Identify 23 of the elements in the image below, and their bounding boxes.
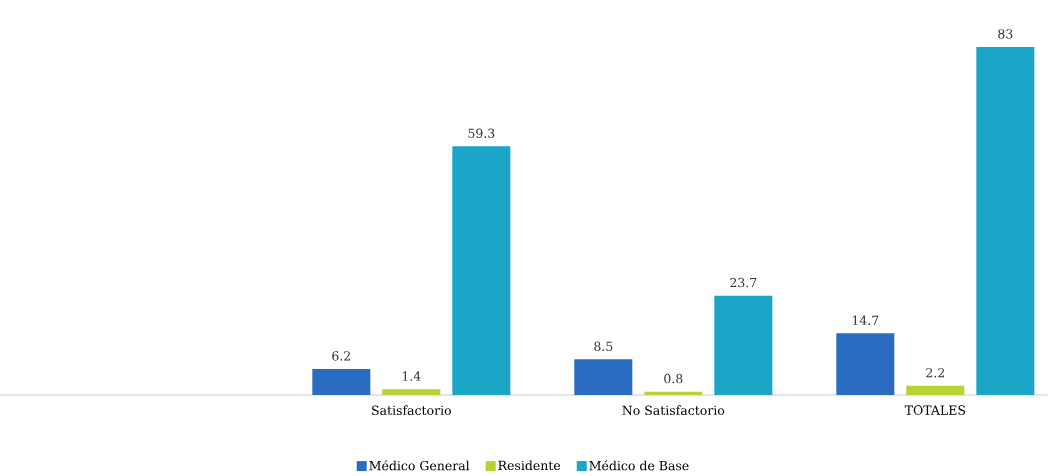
data-label: 23.7	[730, 277, 757, 288]
data-label: 6.2	[332, 351, 351, 361]
bar	[574, 359, 633, 395]
bar	[452, 146, 511, 395]
legend-label: Médico de Base	[589, 460, 689, 471]
data-label: 2.2	[926, 367, 945, 378]
bar	[976, 46, 1035, 395]
data-label: 1.4	[402, 371, 421, 381]
bar	[906, 385, 965, 395]
bar	[312, 369, 371, 395]
bar	[836, 333, 895, 395]
data-label: 14.7	[852, 315, 879, 325]
x-tick-label: Satisfactorio	[372, 405, 451, 416]
data-label: 8.5	[594, 341, 613, 351]
data-label: 0.8	[664, 373, 683, 384]
x-tick-label: TOTALES	[904, 405, 966, 415]
x-tick-label: No Satisfactorio	[622, 405, 725, 416]
legend-label: Médico General	[369, 460, 470, 471]
data-label: 83	[998, 29, 1013, 39]
data-label: 59.3	[468, 128, 495, 138]
bar	[382, 389, 441, 395]
legend-label: Residente	[498, 460, 561, 471]
bar	[714, 295, 773, 395]
